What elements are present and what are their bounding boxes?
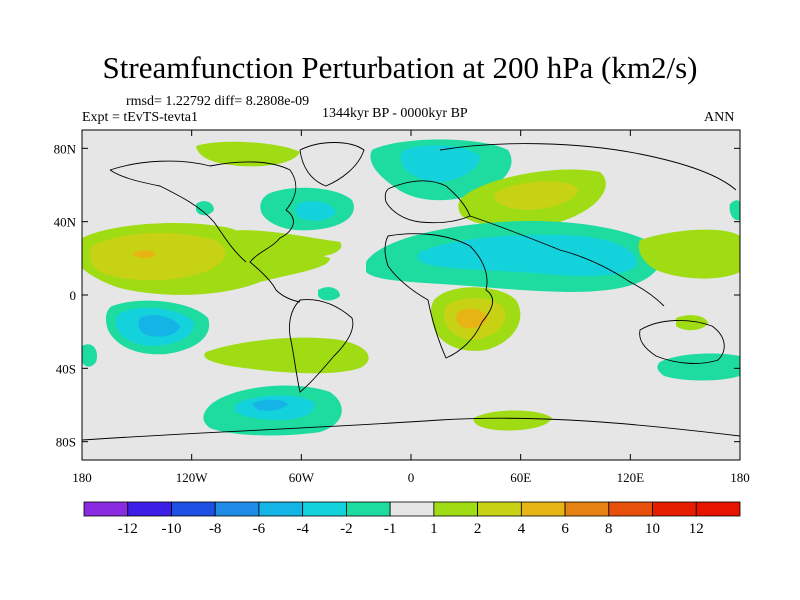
colorbar-swatch: [214, 501, 260, 517]
colorbar-swatch: [520, 501, 566, 517]
tropical-east-positive-region: [638, 229, 740, 279]
southern-africa-positive-core: [456, 308, 488, 329]
south-atlantic-positive-band: [204, 337, 369, 374]
y-tick-label: 0: [70, 288, 77, 303]
colorbar-label: 6: [561, 521, 569, 537]
x-axis: 180 120W 60W 0 60E 120E 180: [72, 130, 750, 485]
colorbar-swatch: [345, 501, 391, 517]
central-asia-positive-inner: [494, 181, 578, 210]
colorbar-label: 12: [689, 521, 704, 537]
arctic-canada-positive-region: [196, 141, 300, 167]
north-atlantic-positive-band: [220, 230, 342, 258]
colorbar-swatch: [171, 501, 216, 517]
coast-north-america: [109, 160, 301, 303]
south-pacific-negative-core: [138, 315, 180, 337]
period-label: 1344kyr BP - 0000kyr BP: [322, 106, 468, 121]
coastlines: [82, 142, 740, 441]
colorbar-label: 10: [645, 521, 660, 537]
x-tick-label: 60W: [289, 470, 315, 485]
coast-asia: [439, 143, 737, 307]
x-tick-label: 120W: [176, 470, 209, 485]
chart-title: Streamfunction Perturbation at 200 hPa (…: [102, 50, 698, 85]
colorbar-swatch: [477, 501, 522, 517]
north-pacific-positive-inner: [90, 232, 226, 281]
eurasia-negative-inner: [400, 145, 480, 182]
x-tick-label: 180: [730, 470, 750, 485]
colorbar-label: 4: [518, 521, 526, 537]
colorbar-swatch: [302, 501, 347, 517]
colorbar-label: -10: [161, 521, 181, 537]
coast-greenland: [299, 142, 365, 187]
colorbar-label: -6: [253, 521, 266, 537]
colorbar-swatch: [695, 501, 741, 517]
x-tick-label: 0: [408, 470, 415, 485]
southern-ocean-negative-core: [252, 399, 288, 411]
x-tick-label: 60E: [510, 470, 531, 485]
coast-africa: [384, 233, 494, 359]
coast-europe: [384, 180, 471, 224]
coast-australia: [639, 319, 725, 364]
tropical-afroasia-negative-inner: [417, 234, 637, 276]
y-tick-label: 40S: [56, 361, 76, 376]
colorbar-swatch: [258, 501, 304, 517]
north-atlantic-negative-inner: [295, 201, 336, 221]
colorbar-label: 8: [605, 521, 613, 537]
australia-negative-region: [657, 353, 740, 381]
colorbar-label: -12: [118, 521, 138, 537]
colorbar-swatch: [433, 501, 479, 517]
colorbar: -12 -10 -8 -6 -4 -2 -1 1 2 4 6 8 10 12: [83, 501, 741, 537]
antarctic-positive-spot: [473, 410, 552, 431]
colorbar-swatch: [389, 501, 435, 517]
coast-antarctica: [82, 417, 740, 441]
x-tick-label: 180: [72, 470, 92, 485]
east-edge-negative-spot: [729, 200, 740, 221]
y-tick-label: 40N: [54, 215, 77, 230]
season-label: ANN: [704, 110, 735, 125]
australia-positive-spot: [676, 315, 708, 331]
colorbar-swatch: [127, 501, 172, 517]
colorbar-label: 1: [430, 521, 438, 537]
rmsd-diff-stats: rmsd= 1.22792 diff= 8.2808e-09: [126, 94, 310, 109]
y-tick-label: 80S: [56, 435, 76, 450]
x-tick-label: 120E: [617, 470, 645, 485]
colorbar-swatch: [83, 501, 129, 517]
colorbar-label: -2: [340, 521, 353, 537]
west-edge-negative-spot: [196, 201, 214, 216]
atlantic-tropical-negative-spot: [318, 287, 340, 301]
y-tick-label: 80N: [54, 141, 77, 156]
north-pacific-positive-core: [132, 250, 156, 259]
colorbar-label: -4: [296, 521, 309, 537]
colorbar-swatch: [564, 501, 610, 517]
colorbar-swatch: [652, 501, 697, 517]
y-axis: 80N 40N 0 40S 80S: [54, 141, 740, 450]
colorbar-label: -1: [384, 521, 397, 537]
colorbar-swatch: [608, 501, 653, 517]
experiment-label: Expt = tEvTS-tevta1: [82, 110, 198, 125]
coast-south-america: [289, 299, 354, 393]
colorbar-label: 2: [474, 521, 482, 537]
west-pacific-negative-edge: [82, 344, 98, 367]
anomaly-field: [82, 139, 740, 436]
colorbar-label: -8: [209, 521, 222, 537]
